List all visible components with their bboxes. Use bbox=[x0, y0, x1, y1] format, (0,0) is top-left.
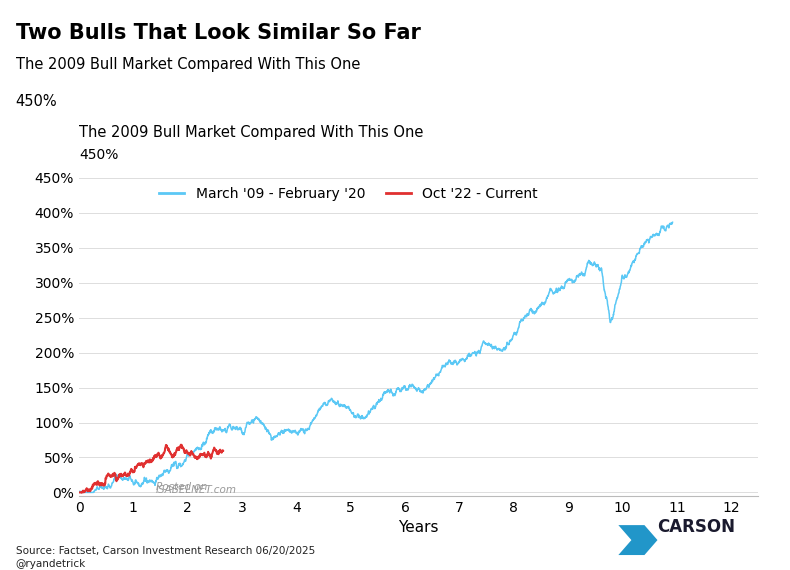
PathPatch shape bbox=[619, 525, 657, 555]
Text: 450%: 450% bbox=[79, 148, 118, 162]
Text: The 2009 Bull Market Compared With This One: The 2009 Bull Market Compared With This … bbox=[16, 57, 360, 72]
Text: 450%: 450% bbox=[16, 94, 58, 109]
Legend: March '09 - February '20, Oct '22 - Current: March '09 - February '20, Oct '22 - Curr… bbox=[154, 181, 544, 206]
Text: ISABELNET.com: ISABELNET.com bbox=[156, 484, 237, 495]
X-axis label: Years: Years bbox=[398, 520, 439, 535]
Text: @ryandetrick: @ryandetrick bbox=[16, 559, 86, 569]
Text: Posted on: Posted on bbox=[156, 482, 208, 492]
Text: The 2009 Bull Market Compared With This One: The 2009 Bull Market Compared With This … bbox=[79, 125, 423, 140]
Text: Two Bulls That Look Similar So Far: Two Bulls That Look Similar So Far bbox=[16, 23, 420, 43]
Text: Source: Factset, Carson Investment Research 06/20/2025: Source: Factset, Carson Investment Resea… bbox=[16, 545, 315, 556]
Text: CARSON: CARSON bbox=[656, 518, 735, 536]
